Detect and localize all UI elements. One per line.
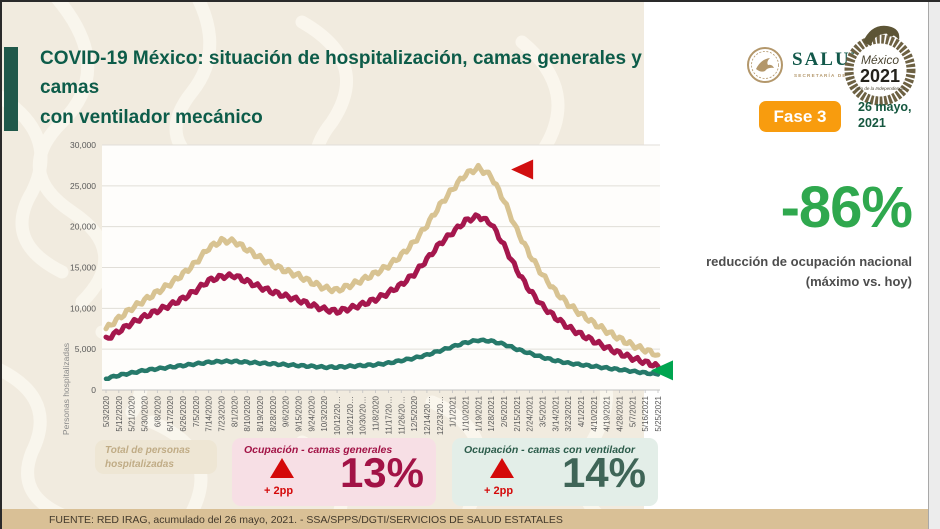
card-total-hospitalized: Total de personas hospitalizadas [95,440,217,474]
x-tick-label: 11/8/2020 [372,395,381,431]
x-tick-label: 4/10/2021 [590,395,599,431]
x-tick-label: 8/10/2020 [243,395,252,431]
up-triangle-icon [490,458,514,478]
mexico-2021-logo: México 2021 Año de la Independencia [844,25,916,106]
reduction-stat-value: -86% [780,175,913,240]
chart-line-0 [103,162,661,358]
x-tick-label: 7/23/2020 [218,395,227,431]
card-generales-delta: + 2pp [264,485,294,497]
x-tick-label: 5/16/2021 [641,395,650,431]
x-tick-label: 12/14/20… [423,396,432,435]
logo2021-year-text: 2021 [860,66,900,86]
x-tick-label: 4/19/2021 [603,395,612,431]
card-total-label-line1: Total de personas [105,445,191,456]
salud-subtitle: SECRETARÍA DE SALUD [794,73,871,78]
y-tick-label: 20,000 [70,222,96,232]
scrollbar-strip[interactable] [928,2,940,529]
stat-caption-line2: (máximo vs. hoy) [805,273,912,289]
x-tick-label: 1/10/2021 [461,395,470,431]
x-tick-label: 1/1/2021 [449,395,458,427]
card-camas-ventilador: Ocupación - camas con ventilador + 2pp 1… [452,438,658,506]
y-tick-label: 15,000 [70,263,96,273]
x-tick-label: 9/6/2020 [282,395,291,427]
title-accent-bar [4,47,18,131]
source-footer: FUENTE: RED IRAG, acumulado del 26 mayo,… [2,509,928,529]
x-tick-label: 6/26/2020 [179,395,188,431]
x-tick-label: 5/25/2021 [654,395,663,431]
x-tick-label: 2/24/2021 [526,395,535,431]
x-tick-label: 8/1/2020 [230,395,239,427]
x-tick-label: 9/15/2020 [295,395,304,431]
x-tick-label: 5/12/2020 [115,395,124,431]
title-line2: con ventilador mecánico [40,106,263,128]
x-tick-label: 11/26/20… [397,396,406,435]
current-arrow-icon [651,360,673,381]
x-tick-label: 6/8/2020 [153,395,162,427]
y-tick-label: 30,000 [70,140,96,150]
hospitalization-chart: Personas hospitalizadas 0 5,000 10,000 15,0… [32,132,682,447]
x-tick-label: 3/5/2021 [538,395,547,427]
x-tick-label: 12/5/2020 [410,395,419,431]
x-tick-label: 7/5/2020 [192,395,201,427]
x-tick-label: 4/28/2021 [615,395,624,431]
chart-canvas: 0 5,000 10,000 15,000 20,000 25,000 30,000 5/3/… [70,140,673,435]
x-tick-label: 4/1/2021 [577,395,586,427]
x-tick-label: 12/23/20… [436,396,445,435]
up-triangle-icon [270,458,294,478]
card-ventilador-delta: + 2pp [484,485,514,497]
x-tick-label: 5/21/2020 [128,395,137,431]
x-tick-label: 1/28/2021 [487,395,496,431]
card-generales-title: Ocupación - camas generales [244,444,393,456]
y-axis-title: Personas hospitalizadas [61,342,71,436]
x-tick-label: 10/3/2020 [320,395,329,431]
y-tick-label: 5,000 [75,344,97,354]
x-tick-label: 5/30/2020 [141,395,150,431]
x-tick-label: 10/12/20… [333,396,342,435]
title-line1: COVID-19 México: situación de hospitaliz… [40,48,642,99]
x-tick-label: 9/24/2020 [307,395,316,431]
x-tick-label: 7/14/2020 [205,395,214,431]
card-ventilador-value: 14% [561,449,646,496]
peak-arrow-icon [511,159,534,180]
chart-line-2 [103,337,661,382]
x-tick-label: 8/19/2020 [256,395,265,431]
x-tick-label: 5/3/2020 [102,395,111,427]
y-tick-label: 10,000 [70,303,96,313]
salud-eagle-seal-icon [747,47,783,83]
card-generales-value: 13% [339,449,424,496]
x-tick-label: 3/23/2021 [564,395,573,431]
x-tick-label: 11/17/20… [384,396,393,435]
x-tick-label: 10/21/20… [346,396,355,435]
card-ventilador-title: Ocupación - camas con ventilador [464,444,635,456]
fase-badge: Fase 3 [759,101,841,132]
x-tick-label: 2/6/2021 [500,395,509,427]
y-tick-label: 25,000 [70,181,96,191]
chart-line-1 [103,212,661,369]
y-tick-label: 0 [91,385,96,395]
logo2021-tagline-text: Año de la Independencia [854,86,905,91]
x-tick-label: 6/17/2020 [166,395,175,431]
page-title: COVID-19 México: situación de hospitaliz… [40,44,700,132]
x-tick-label: 3/14/2021 [551,395,560,431]
report-date: 26 mayo, 2021 [858,100,912,131]
reduction-stat-caption: reducción de ocupación nacional (máximo … [662,252,912,291]
x-tick-label: 10/30/20… [359,396,368,435]
x-tick-label: 8/28/2020 [269,395,278,431]
x-tick-label: 1/19/2021 [474,395,483,431]
card-total-label-line2: hospitalizadas [105,458,174,470]
x-tick-label: 2/15/2021 [513,395,522,431]
x-tick-label: 5/7/2021 [628,395,637,427]
logo2021-mexico-text: México [861,53,899,67]
stat-caption-line1: reducción de ocupación nacional [706,254,912,269]
card-camas-generales: Ocupación - camas generales + 2pp 13% [232,438,436,506]
